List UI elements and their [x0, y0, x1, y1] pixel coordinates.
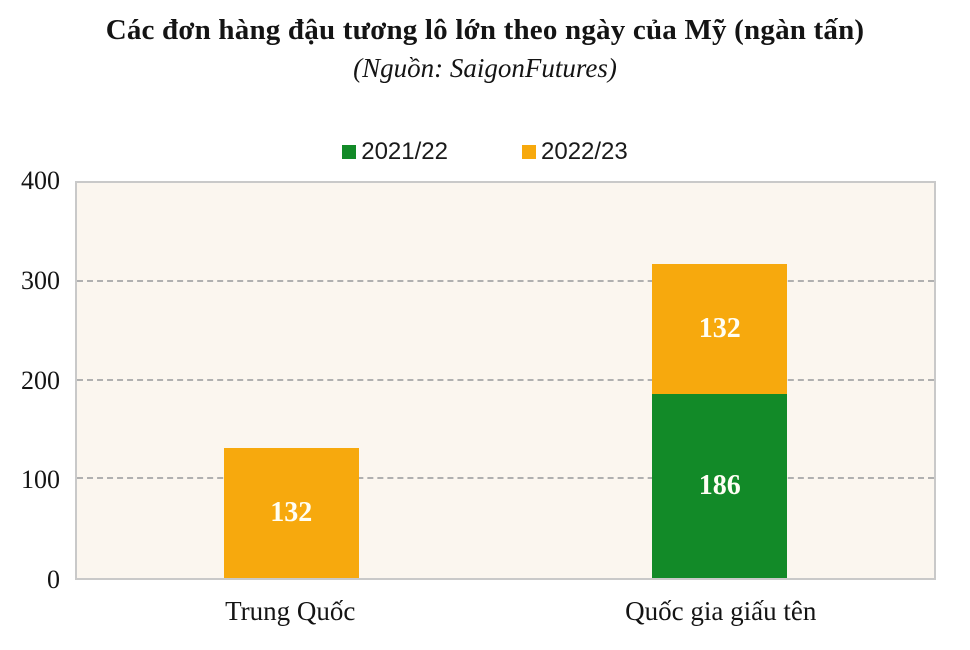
legend-item-2022-23: 2022/23 — [522, 138, 628, 166]
plot-area: 132 186 132 — [75, 181, 936, 580]
legend-swatch-2021-22-icon — [342, 145, 357, 159]
y-tick-label-0: 0 — [47, 565, 60, 594]
y-axis: 0 100 200 300 400 — [0, 167, 60, 594]
gridline-200 — [77, 378, 934, 381]
legend-label-2021-22: 2021/22 — [361, 138, 448, 165]
bar-value-label: 132 — [270, 496, 313, 528]
x-category-label-2: Quốc gia giấu tên — [625, 596, 817, 626]
y-tick-label-400: 400 — [21, 166, 60, 195]
bar-1: 132 — [223, 447, 359, 578]
legend-swatch-2022-23-icon — [522, 145, 536, 159]
legend-item-2021-22: 2021/22 — [342, 138, 448, 166]
x-category-label-1: Trung Quốc — [225, 596, 356, 626]
gridline-300 — [77, 279, 934, 282]
bar-segment-2021/22-2: 186 — [652, 394, 788, 578]
y-tick-label-200: 200 — [21, 365, 60, 395]
x-axis: Trung Quốc Quốc gia giấu tên — [75, 596, 936, 638]
bar-segment-2022/23-1: 132 — [223, 447, 359, 578]
gridline-100 — [77, 477, 934, 480]
chart-title: Các đơn hàng đậu tương lô lớn theo ngày … — [105, 14, 865, 46]
y-tick-label-300: 300 — [21, 265, 60, 295]
legend-label-2022-23: 2022/23 — [541, 138, 628, 165]
y-tick-label-100: 100 — [21, 465, 60, 495]
chart-subtitle: (Nguồn: SaigonFutures) — [353, 53, 617, 83]
bar-value-label: 186 — [698, 470, 741, 502]
bar-segment-2022/23-2: 132 — [652, 263, 788, 395]
legend: 2021/22 2022/23 — [0, 138, 970, 166]
bar-2: 186 132 — [652, 263, 788, 578]
bar-value-label: 132 — [698, 313, 741, 345]
